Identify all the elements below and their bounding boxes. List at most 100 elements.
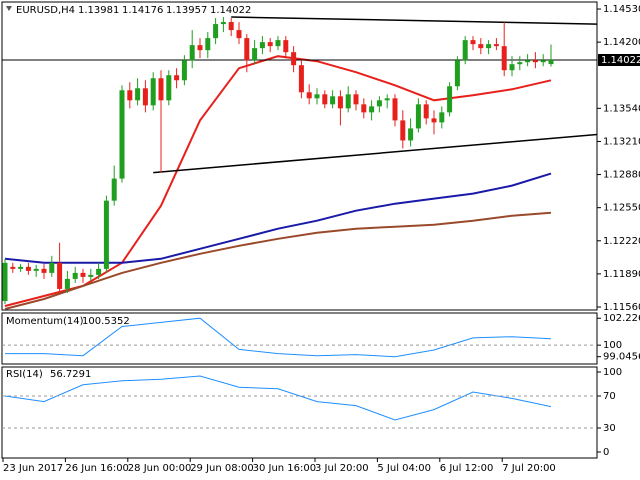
candle-body (111, 178, 117, 201)
indicator-plot (4, 375, 552, 421)
candle-body (220, 22, 226, 25)
candle-body (532, 60, 538, 63)
y-tick-label: 1.12880 (603, 170, 640, 181)
candle-body (142, 88, 148, 106)
candle-body (64, 278, 70, 289)
candle-body (447, 86, 453, 113)
candle-body (236, 30, 242, 39)
candle-body (400, 120, 406, 141)
x-tick-label: 5 Jul 04:00 (377, 463, 431, 474)
candle-body (462, 40, 468, 61)
y-tick-label: 1.11890 (603, 269, 640, 280)
candle-body (540, 60, 546, 63)
candle-body (330, 96, 336, 105)
candle-body (228, 22, 234, 31)
candle-body (548, 59, 554, 65)
price-plot (2, 16, 597, 310)
candle-body (517, 62, 523, 65)
candle-body (181, 60, 187, 81)
x-tick-label: 7 Jul 20:00 (502, 463, 556, 474)
candle-body (353, 94, 359, 105)
candle-body (166, 75, 172, 101)
candle-body (337, 96, 343, 109)
candle-body (72, 272, 78, 279)
candle-body (369, 106, 375, 113)
candle-body (291, 52, 297, 66)
x-tick-label: 3 Jul 20:00 (315, 463, 369, 474)
x-tick-label: 28 Jun 00:00 (128, 463, 192, 474)
y-tick-label: 1.13210 (603, 136, 640, 147)
candle-body (41, 268, 47, 273)
candle-body (127, 90, 133, 101)
candle-body (103, 200, 109, 269)
candle-body (18, 266, 24, 269)
indicator-line (153, 133, 597, 174)
candle-body (384, 98, 390, 101)
candle-body (10, 266, 16, 269)
candle-body (423, 104, 429, 119)
candle-body (525, 60, 531, 63)
candle-body (96, 268, 102, 275)
momentum-title: Momentum(14) (6, 316, 84, 327)
y-tick-label: 1.14200 (603, 37, 640, 48)
y-tick-label: 100 (603, 340, 622, 351)
candle-body (25, 266, 31, 271)
candle-body (80, 272, 86, 277)
ohlc-open: 1.13981 (78, 5, 119, 16)
rsi-value: 56.7291 (50, 369, 91, 380)
candle-body (306, 92, 312, 99)
candle-body (345, 94, 351, 109)
candle-body (205, 38, 211, 51)
candle-body (314, 94, 320, 99)
indicator-line (4, 172, 552, 264)
current-price-box (598, 53, 640, 66)
candle-body (509, 64, 515, 71)
candle-body (470, 40, 476, 45)
candle-body (298, 65, 304, 93)
y-tick-label: 102.2267 (603, 313, 640, 324)
price-panel (1, 1, 598, 311)
candle-body (174, 75, 180, 81)
indicator-line (5, 317, 552, 358)
candle-body (57, 262, 63, 289)
candle-body (213, 24, 219, 39)
candle-body (267, 42, 273, 47)
y-tick-label: 30 (603, 423, 616, 434)
y-tick-label: 1.12220 (603, 236, 640, 247)
indicator-line (4, 55, 552, 307)
candle-body (49, 262, 55, 273)
candle-body (88, 274, 94, 277)
y-tick-label: 70 (603, 391, 616, 402)
x-tick-label: 23 Jun 2017 (3, 463, 63, 474)
candle-body (189, 45, 195, 61)
indicator-plot (5, 317, 552, 358)
y-tick-label: 1.14530 (603, 4, 640, 15)
ohlc-low: 1.13957 (166, 5, 207, 16)
candle-body (486, 44, 492, 49)
candle-body (415, 104, 421, 129)
candle-body (252, 48, 258, 61)
y-tick-label: 1.12550 (603, 203, 640, 214)
candle-body (158, 78, 164, 101)
candle-body (244, 38, 250, 61)
candle-body (439, 112, 445, 123)
candle-body (454, 60, 460, 87)
x-tick-label: 29 Jun 08:00 (190, 463, 254, 474)
momentum-value: 100.5352 (82, 316, 130, 327)
candle-body (197, 45, 203, 51)
y-tick-label: 0 (603, 447, 609, 458)
indicator-line (4, 211, 552, 310)
chart-title: EURUSD,H4 (16, 5, 75, 16)
candle-body (478, 44, 484, 49)
current-price-label: 1.14022 (601, 55, 640, 66)
momentum-panel (1, 312, 598, 365)
collapse-icon (6, 6, 12, 11)
candle-body (135, 88, 141, 101)
candle-body (501, 46, 507, 71)
candle-body (33, 268, 39, 271)
candle-body (275, 40, 281, 47)
candle-body (493, 44, 499, 47)
x-tick-label: 6 Jul 12:00 (440, 463, 494, 474)
candle-body (119, 90, 125, 179)
